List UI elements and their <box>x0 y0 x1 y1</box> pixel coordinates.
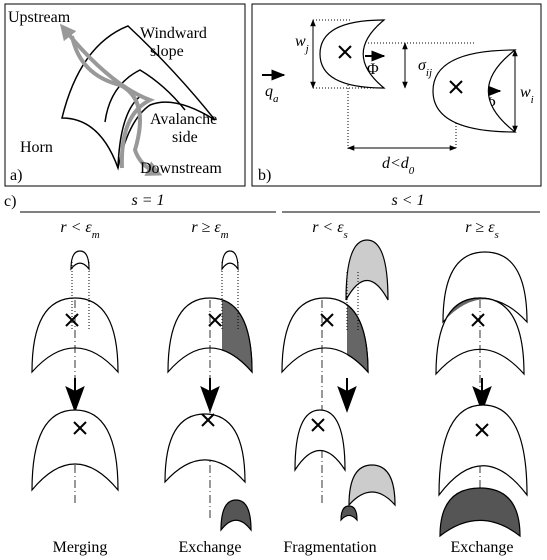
dune <box>341 506 357 520</box>
condition-label: r ≥ εs <box>465 219 499 241</box>
dune <box>433 50 515 132</box>
math-base: d<d <box>382 155 410 172</box>
panel-tag: c) <box>4 193 16 210</box>
math-base: w <box>520 84 531 101</box>
dune <box>346 240 388 300</box>
outcome-label: Exchange <box>450 539 513 556</box>
math-sub: m <box>92 229 100 241</box>
dune <box>221 500 251 530</box>
label-windward: Windward <box>140 25 207 42</box>
math-sub: a <box>273 93 279 105</box>
math-sub: s <box>495 229 499 241</box>
math-sub: 0 <box>409 165 415 177</box>
math-base: q <box>265 83 273 100</box>
math-base: r ≥ ε <box>191 219 221 236</box>
dune <box>295 410 345 470</box>
time-arrow <box>339 378 355 410</box>
math-sub: s <box>344 229 348 241</box>
dune <box>440 488 520 536</box>
math-base: w <box>295 33 306 50</box>
label-avalanche: Avalanche <box>150 111 217 128</box>
label-slope: slope <box>150 43 184 60</box>
label-upstream: Upstream <box>8 9 71 26</box>
math-sub: m <box>221 229 229 241</box>
label-downstream: Downstream <box>140 160 222 177</box>
math-sub: i <box>531 94 534 106</box>
dune <box>222 251 238 269</box>
outcome-label: Fragmentation <box>283 539 376 556</box>
label-distance: d<d0 <box>382 155 415 177</box>
math-sub: ij <box>426 67 432 79</box>
panel-tag: b) <box>258 167 271 184</box>
label-sigma: σij <box>418 57 432 79</box>
label-wj: wj <box>295 33 309 55</box>
figure: Upstream Windward slope Horn Avalanche s… <box>0 0 547 560</box>
outcome-label: Exchange <box>178 539 241 556</box>
dune <box>71 251 89 269</box>
label-side: side <box>172 129 198 146</box>
group-label: s < 1 <box>391 192 424 209</box>
group-label: s = 1 <box>131 192 164 209</box>
time-arrow <box>202 378 218 410</box>
condition-label: r < εs <box>312 219 348 241</box>
condition-label: r < εm <box>60 219 99 241</box>
label-qa: qa <box>265 83 279 105</box>
outcome-label: Merging <box>53 539 108 556</box>
panel-tag: a) <box>10 167 22 184</box>
label-wi: wi <box>520 84 534 106</box>
math-base: r < ε <box>312 219 344 236</box>
math-base: r ≥ ε <box>465 219 495 236</box>
dune <box>439 405 527 495</box>
math-base: r < ε <box>60 219 92 236</box>
time-arrow <box>67 378 83 410</box>
condition-label: r ≥ εm <box>191 219 228 241</box>
dune <box>349 465 395 505</box>
label-horn: Horn <box>20 139 53 156</box>
